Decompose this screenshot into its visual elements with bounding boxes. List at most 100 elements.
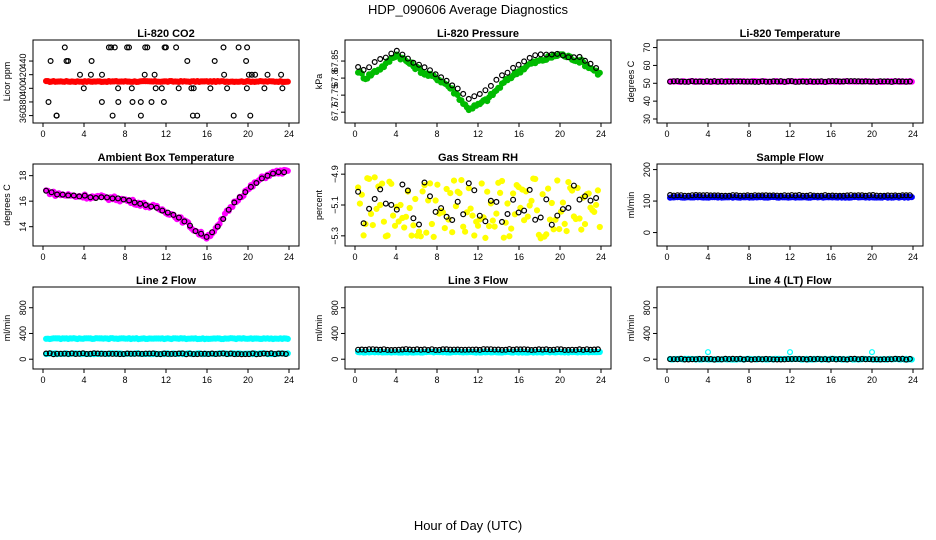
data-point xyxy=(410,59,417,66)
data-point xyxy=(576,215,583,222)
data-point xyxy=(275,350,282,357)
data-point xyxy=(847,192,854,199)
x-tick-label: 16 xyxy=(826,129,836,139)
x-tick-label: 20 xyxy=(243,252,253,262)
data-point xyxy=(539,191,546,198)
y-tick-label: 100 xyxy=(642,194,652,209)
data-point xyxy=(770,78,777,85)
data-point xyxy=(498,177,506,185)
data-point xyxy=(469,212,476,219)
data-point xyxy=(432,347,439,354)
data-point xyxy=(840,356,847,363)
data-point xyxy=(225,206,232,213)
data-point xyxy=(135,350,142,357)
chart-panel: Line 2 Flow 0 4 8 12 16 20 24 0 400 800 ml/min xyxy=(2,275,300,385)
data-point xyxy=(759,78,766,85)
data-point xyxy=(685,192,692,199)
data-point xyxy=(245,71,252,78)
y-tick-label: 67.75 xyxy=(330,84,340,107)
data-point xyxy=(148,203,155,210)
data-point xyxy=(774,78,781,85)
series-line3-flow-samples xyxy=(355,346,601,354)
data-point xyxy=(881,356,888,363)
y-tick-label: −5.3 xyxy=(330,227,340,245)
data-point xyxy=(54,350,61,357)
data-point xyxy=(382,54,389,61)
x-tick-label: 4 xyxy=(81,129,86,139)
chart-title: Gas Stream RH xyxy=(438,152,518,164)
data-point xyxy=(722,78,729,85)
x-tick-label: 12 xyxy=(785,375,795,385)
data-point xyxy=(792,356,799,363)
data-point xyxy=(667,192,674,199)
x-tick-label: 24 xyxy=(284,375,294,385)
data-point xyxy=(803,78,810,85)
data-point xyxy=(87,350,94,357)
data-point xyxy=(456,190,463,197)
data-point xyxy=(284,78,291,85)
data-point xyxy=(814,192,821,199)
data-point xyxy=(899,355,906,362)
data-point xyxy=(279,85,286,92)
data-point xyxy=(718,356,725,363)
data-point xyxy=(144,44,151,51)
data-point xyxy=(358,346,365,353)
y-tick-label: 0 xyxy=(330,357,340,362)
data-point xyxy=(443,346,450,353)
data-point xyxy=(862,356,869,363)
data-point xyxy=(504,211,511,218)
data-point xyxy=(465,180,472,187)
y-tick-label: 67.8 xyxy=(330,69,340,87)
data-point xyxy=(818,192,825,199)
data-point xyxy=(906,192,913,199)
data-point xyxy=(43,350,50,357)
data-point xyxy=(175,350,182,357)
chart-title: Line 3 Flow xyxy=(448,275,508,287)
data-point xyxy=(726,78,733,85)
x-tick-label: 0 xyxy=(352,129,357,139)
data-point xyxy=(141,71,148,78)
data-point xyxy=(829,192,836,199)
data-point xyxy=(565,179,572,186)
data-point xyxy=(570,182,577,189)
series-box-temp-samples xyxy=(43,169,288,240)
data-point xyxy=(434,181,441,188)
data-point xyxy=(399,346,406,353)
data-point xyxy=(113,350,120,357)
data-point xyxy=(355,184,362,191)
x-tick-label: 0 xyxy=(352,252,357,262)
y-tick-label: 800 xyxy=(330,300,340,315)
data-point xyxy=(576,346,583,353)
data-point xyxy=(430,233,437,240)
data-point xyxy=(755,78,762,85)
data-point xyxy=(462,228,469,235)
data-point xyxy=(151,71,158,78)
data-point xyxy=(521,58,528,65)
data-point xyxy=(439,346,446,353)
x-tick-label: 24 xyxy=(284,252,294,262)
data-point xyxy=(855,78,862,85)
data-point xyxy=(822,192,829,199)
data-point xyxy=(236,194,243,201)
data-point xyxy=(596,223,603,231)
data-point xyxy=(751,356,758,363)
data-point xyxy=(594,346,601,353)
data-point xyxy=(818,78,825,85)
y-tick-label: 800 xyxy=(18,300,28,315)
data-point xyxy=(175,214,182,221)
data-point xyxy=(759,192,766,199)
x-tick-label: 12 xyxy=(785,252,795,262)
data-point xyxy=(377,201,384,209)
data-point xyxy=(504,200,511,207)
data-point xyxy=(796,356,803,363)
data-point xyxy=(391,222,399,229)
data-point xyxy=(844,78,851,85)
data-point xyxy=(737,78,744,85)
x-tick-label: 20 xyxy=(555,252,565,262)
data-point xyxy=(528,347,535,354)
x-tick-label: 8 xyxy=(746,375,751,385)
x-tick-label: 4 xyxy=(705,375,710,385)
data-point xyxy=(203,233,210,240)
data-point xyxy=(465,346,472,353)
data-point xyxy=(703,355,710,362)
